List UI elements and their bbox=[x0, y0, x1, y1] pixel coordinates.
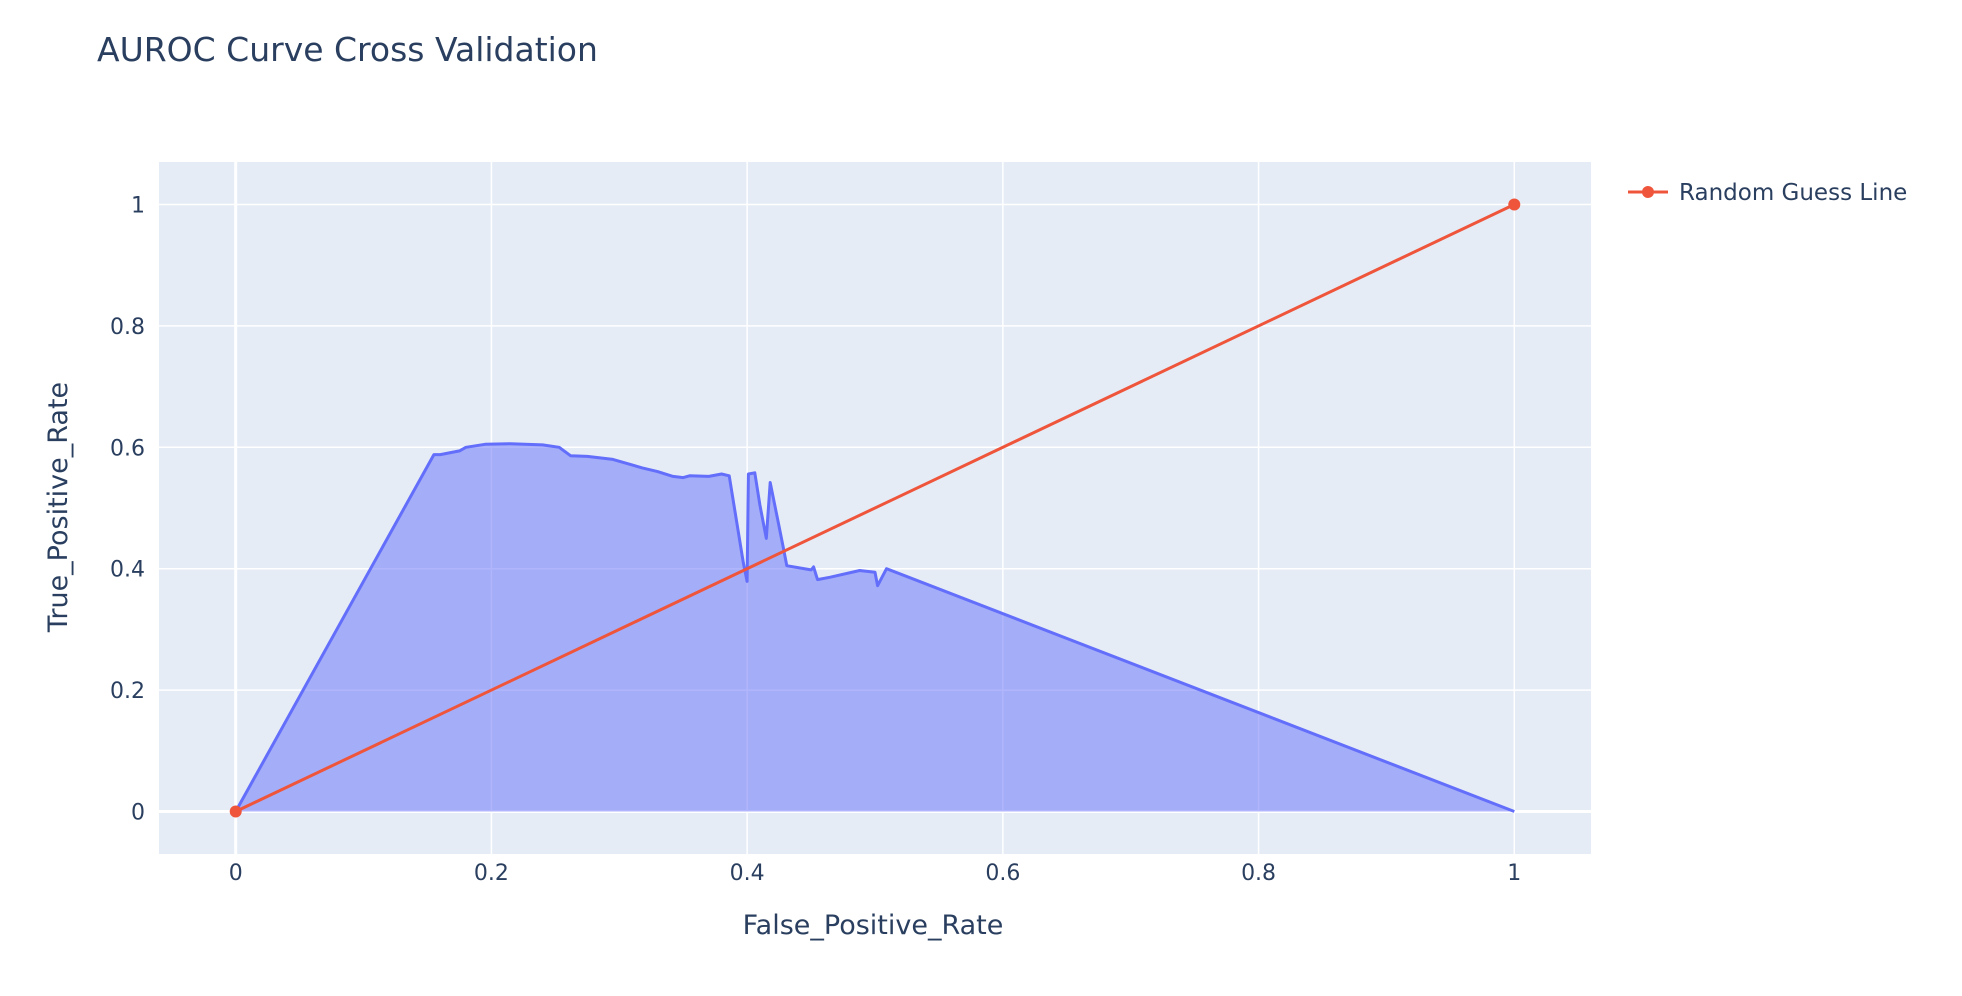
legend-marker-swatch bbox=[1642, 186, 1654, 198]
x-tick-label: 0.8 bbox=[1241, 861, 1276, 886]
x-axis-label: False_Positive_Rate bbox=[743, 910, 1004, 941]
y-tick-label: 1 bbox=[131, 193, 145, 218]
y-tick-label: 0.4 bbox=[110, 558, 145, 583]
y-tick-label: 0.2 bbox=[110, 679, 145, 704]
legend-label: Random Guess Line bbox=[1679, 180, 1907, 206]
chart-title: AUROC Curve Cross Validation bbox=[97, 30, 598, 69]
random-guess-marker bbox=[229, 805, 242, 818]
x-axis-ticks: 0 0.2 0.4 0.6 0.8 1 bbox=[229, 861, 1522, 886]
roc-area-fill bbox=[235, 443, 1515, 812]
x-tick-label: 0.4 bbox=[730, 861, 765, 886]
y-axis-label: True_Positive_Rate bbox=[43, 382, 74, 633]
random-guess-line bbox=[235, 203, 1515, 813]
y-axis-ticks: 0 0.2 0.4 0.6 0.8 1 bbox=[110, 193, 145, 825]
x-tick-label: 0.6 bbox=[985, 861, 1020, 886]
y-tick-label: 0 bbox=[131, 801, 145, 826]
x-tick-label: 0.2 bbox=[474, 861, 509, 886]
legend[interactable]: Random Guess Line bbox=[1628, 180, 1907, 206]
roc-curve-line bbox=[234, 442, 1515, 813]
y-tick-label: 0.6 bbox=[110, 436, 145, 461]
series-layer bbox=[229, 198, 1521, 818]
random-guess-marker bbox=[1508, 198, 1521, 211]
y-tick-label: 0.8 bbox=[110, 315, 145, 340]
legend-item[interactable]: Random Guess Line bbox=[1628, 180, 1907, 206]
x-tick-label: 0 bbox=[229, 861, 243, 886]
x-tick-label: 1 bbox=[1507, 861, 1521, 886]
